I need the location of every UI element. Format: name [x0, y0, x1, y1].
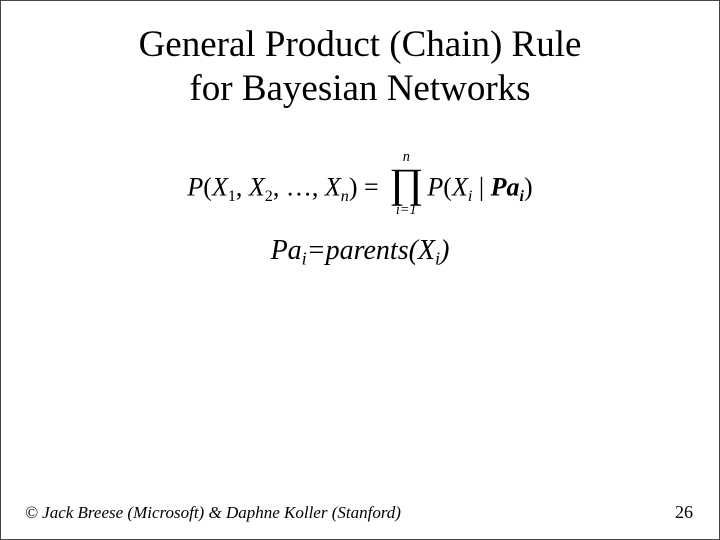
- product-operator: n∏i=1: [389, 150, 423, 217]
- chain-rule-formula: P(X1, X2, …, Xn) = n∏i=1P(Xi | Pai): [187, 150, 532, 217]
- lhs-P: P: [187, 173, 203, 202]
- copyright-footer: © Jack Breese (Microsoft) & Daphne Kolle…: [25, 503, 401, 523]
- def-eq: =parents(X: [307, 235, 435, 266]
- lhs-sub-n: n: [341, 188, 349, 205]
- lhs-open: (: [203, 173, 212, 202]
- rhs-open: (: [443, 173, 452, 202]
- rhs-X: X: [452, 173, 468, 202]
- lhs-sub-1: 1: [228, 188, 236, 205]
- page-number: 26: [675, 502, 693, 523]
- def-Pa: Pa: [271, 235, 302, 266]
- product-symbol: ∏: [389, 165, 423, 202]
- slide: General Product (Chain) Rule for Bayesia…: [0, 0, 720, 540]
- equals: =: [357, 173, 385, 202]
- formula-block: P(X1, X2, …, Xn) = n∏i=1P(Xi | Pai) Pai=…: [41, 150, 679, 269]
- cond-bar: |: [472, 173, 490, 202]
- title-line-2: for Bayesian Networks: [189, 68, 530, 109]
- rhs-Pa: Pa: [491, 173, 520, 202]
- lhs-X2-var: X: [249, 173, 265, 202]
- title-line-1: General Product (Chain) Rule: [139, 24, 582, 65]
- rhs-P: P: [427, 173, 443, 202]
- lhs-sub-2: 2: [265, 188, 273, 205]
- rhs-close: ): [524, 173, 533, 202]
- parents-definition: Pai=parents(Xi): [41, 235, 679, 269]
- slide-title: General Product (Chain) Rule for Bayesia…: [41, 23, 679, 110]
- ellipsis: , …,: [273, 173, 325, 202]
- comma-1: ,: [236, 173, 249, 202]
- lhs-X1-var: X: [212, 173, 228, 202]
- lhs-Xn-var: X: [325, 173, 341, 202]
- def-close: ): [440, 235, 449, 266]
